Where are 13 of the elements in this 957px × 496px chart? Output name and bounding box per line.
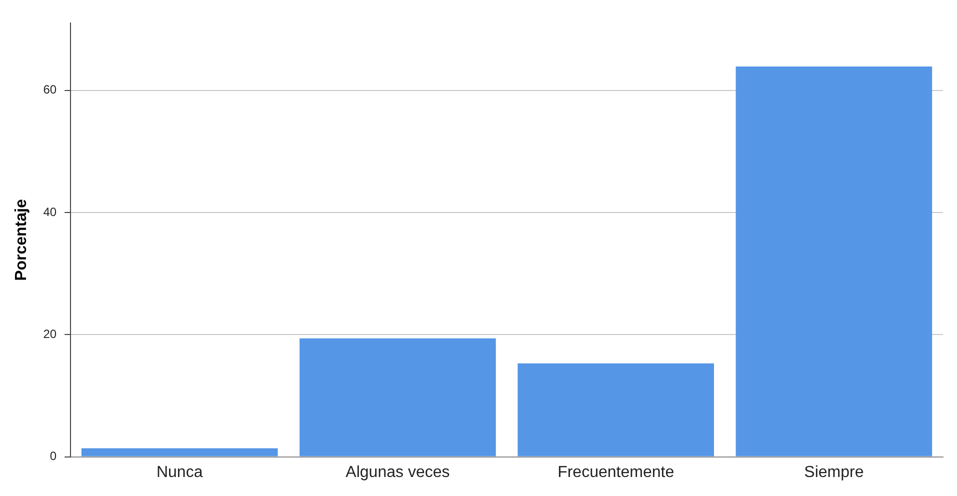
bar: [81, 448, 278, 456]
y-tick-label: 20: [43, 326, 57, 341]
y-tick-label: 60: [43, 82, 57, 97]
y-axis-title: Porcentaje: [13, 198, 30, 281]
x-tick-label: Nunca: [156, 464, 203, 481]
y-tick-label: 40: [43, 204, 57, 219]
bar: [300, 338, 496, 456]
x-tick-label: Algunas veces: [346, 464, 450, 481]
x-tick-label: Frecuentemente: [558, 464, 674, 481]
y-tick-label: 0: [50, 449, 57, 464]
bar: [736, 66, 932, 456]
x-tick-label: Siempre: [804, 464, 864, 481]
bar: [518, 363, 714, 456]
